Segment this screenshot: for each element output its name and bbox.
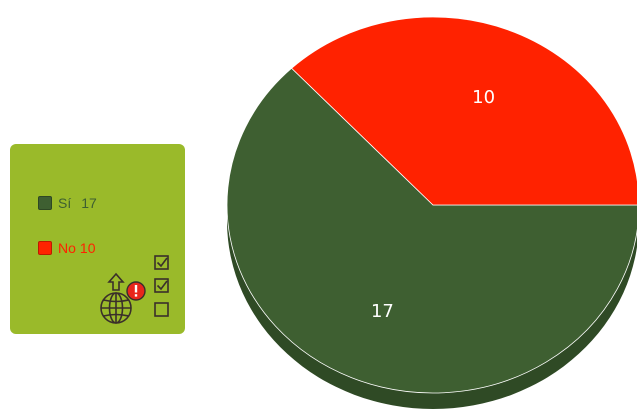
alert-icon bbox=[126, 281, 146, 301]
checkbox-checked-icon bbox=[154, 278, 169, 293]
legend-entry-si: Sí 17 bbox=[38, 195, 97, 211]
legend-swatch-no bbox=[38, 241, 52, 255]
pie-slice-no bbox=[291, 16, 637, 206]
pie-label-no: 10 bbox=[472, 87, 495, 108]
legend-label-si: Sí bbox=[58, 195, 72, 211]
pie-slices bbox=[226, 16, 637, 394]
pie-label-si: 17 bbox=[371, 301, 394, 322]
legend-swatch-si bbox=[38, 196, 52, 210]
legend-value-no: 10 bbox=[79, 240, 96, 256]
checkbox-checked-icon bbox=[154, 255, 169, 270]
pie-slice-si bbox=[226, 67, 637, 394]
legend-entry-no: No 10 bbox=[38, 240, 95, 256]
legend-value-si: 17 bbox=[81, 195, 97, 211]
checkbox-empty-icon bbox=[154, 302, 169, 317]
legend-panel: Sí 17 No 10 bbox=[10, 144, 185, 334]
survey-icon-group bbox=[96, 252, 180, 330]
legend-label-no: No bbox=[58, 240, 76, 256]
globe-upload-icon bbox=[100, 272, 132, 324]
